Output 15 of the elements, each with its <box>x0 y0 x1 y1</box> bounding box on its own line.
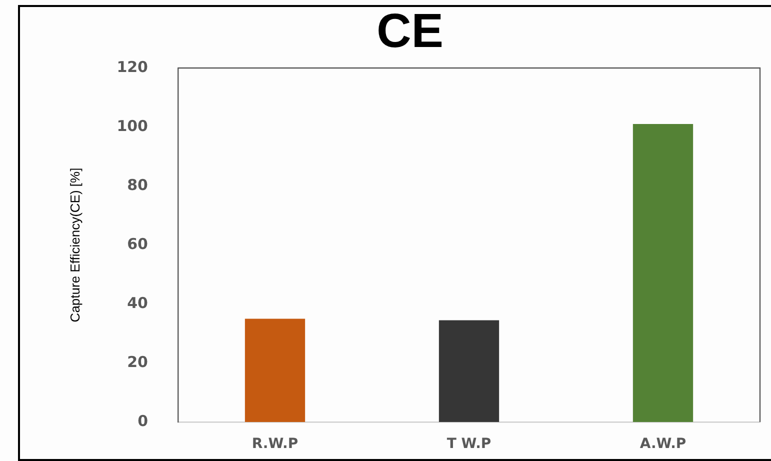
y-tick-label: 40 <box>127 294 148 312</box>
y-tick-label: 20 <box>127 352 148 371</box>
x-tick-label: R.W.P <box>252 436 298 452</box>
y-tick-label: 80 <box>127 176 148 194</box>
x-tick-label: T W.P <box>446 436 492 452</box>
y-tick-label: 100 <box>116 116 148 135</box>
y-axis-title: Capture Efficiency(CE) [%] <box>67 168 82 322</box>
y-tick-label: 60 <box>127 234 148 253</box>
bar <box>632 124 694 422</box>
bar <box>438 320 500 422</box>
chart-title: CE <box>376 5 444 58</box>
x-tick-label: A.W.P <box>640 436 686 452</box>
bar <box>244 318 306 422</box>
y-tick-label: 0 <box>138 412 148 430</box>
y-tick-label: 120 <box>116 58 148 76</box>
